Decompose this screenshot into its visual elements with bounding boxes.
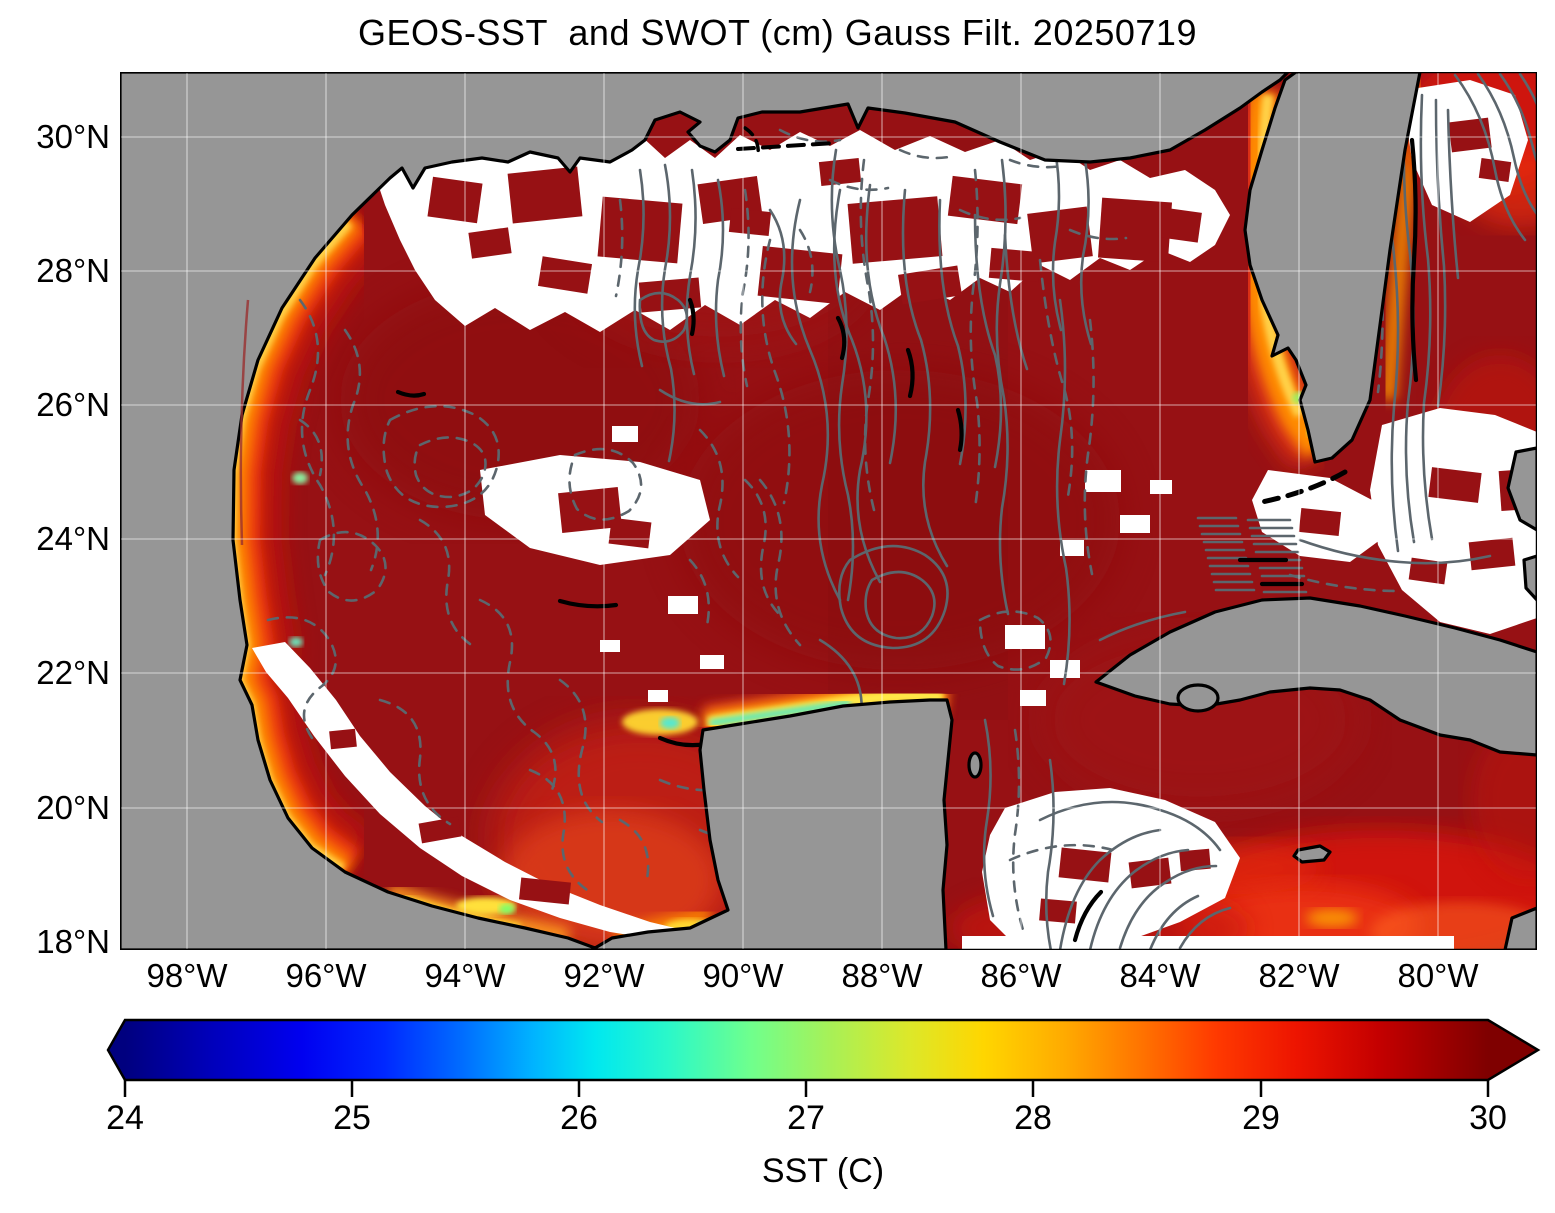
lat-tick-18N: 18°N [36,923,110,960]
graticule [120,72,1537,950]
lat-tick-20N: 20°N [36,789,110,826]
lat-tick-30N: 30°N [36,118,110,155]
data-speckles [329,117,1532,924]
cozumel-island [967,751,983,779]
cb-tick-27: 27 [787,1099,825,1137]
barrier-islands [736,141,837,151]
north-america-mexico-landmass [120,72,1290,950]
swot-contours [266,72,1537,950]
lon-tick-80W: 80°W [1397,957,1479,994]
lat-tick-24N: 24°N [36,520,110,557]
bahamas-bank [1506,446,1537,532]
figure-title: GEOS-SST and SWOT (cm) Gauss Filt. 20250… [358,12,1197,53]
cayman-island [1292,844,1332,864]
lat-tick-28N: 28°N [36,252,110,289]
map-canvas [120,72,1537,950]
lon-tick-86W: 86°W [980,957,1062,994]
lon-tick-84W: 84°W [1119,957,1201,994]
florida-keys [1259,469,1348,505]
lon-tick-82W: 82°W [1258,957,1340,994]
cb-tick-28: 28 [1014,1099,1052,1137]
isle-of-youth [1176,683,1220,713]
lon-tick-98W: 98°W [146,957,228,994]
colorbar-bar [106,1018,1541,1082]
lon-tick-90W: 90°W [702,957,784,994]
lon-tick-96W: 96°W [285,957,367,994]
florida-peninsula [1243,72,1422,464]
lon-tick-92W: 92°W [563,957,645,994]
cb-tick-29: 29 [1242,1099,1280,1137]
chandeleur-islands [743,126,760,158]
land [120,72,1537,950]
lon-tick-88W: 88°W [841,957,923,994]
cb-tick-25: 25 [333,1099,371,1137]
bahamas-bank-2 [1522,554,1537,602]
colorbar-ticks [123,1080,1490,1097]
cuba [1094,596,1537,757]
cb-tick-30: 30 [1469,1099,1507,1137]
colorbar-label: SST (C) [761,1152,885,1190]
lon-tick-94W: 94°W [424,957,506,994]
laguna-madre [239,299,250,546]
jamaica-edge [1503,906,1537,950]
colorbar [106,1018,1541,1097]
lat-tick-26N: 26°N [36,386,110,423]
lat-tick-22N: 22°N [36,654,110,691]
cb-tick-26: 26 [560,1099,598,1137]
cb-tick-24: 24 [106,1099,144,1137]
